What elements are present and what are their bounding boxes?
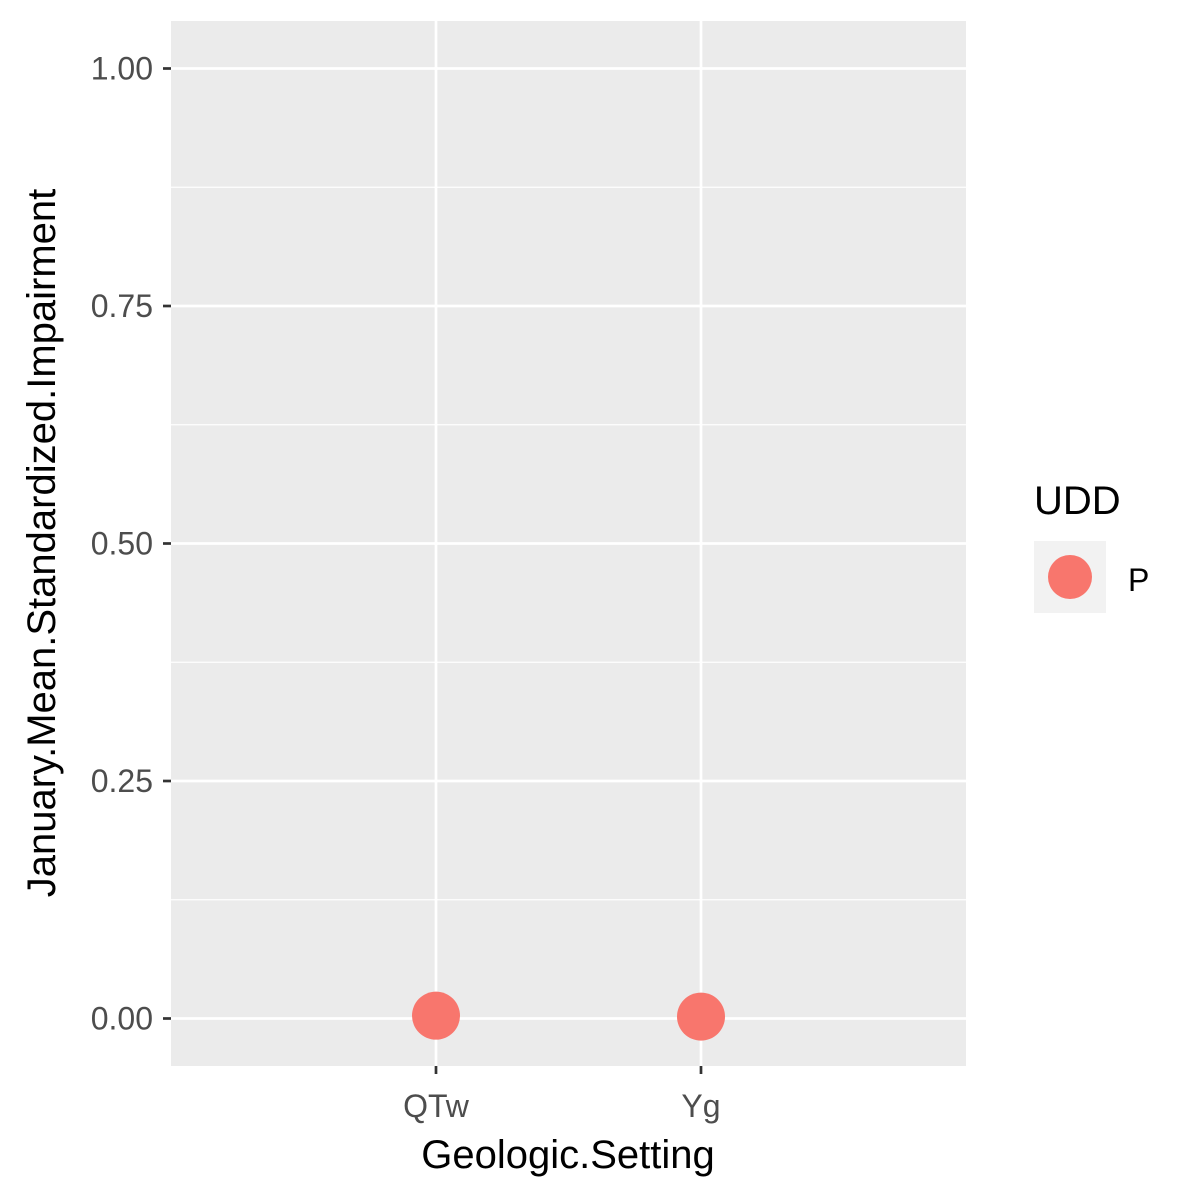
- grid-major: [171, 21, 966, 1066]
- y-tick-label: 0.25: [91, 763, 153, 799]
- y-tick-label: 1.00: [91, 51, 153, 87]
- y-tick-label: 0.00: [91, 1001, 153, 1037]
- grid-minor: [171, 186, 966, 901]
- legend-key-marker: [1048, 555, 1092, 599]
- y-tick-label: 0.50: [91, 526, 153, 562]
- legend-label: P: [1128, 562, 1149, 598]
- x-axis: QTw Yg: [403, 1066, 721, 1124]
- data-points: [412, 991, 725, 1041]
- y-axis-title: January.Mean.Standardized.Impairment: [20, 189, 64, 898]
- legend: UDD P: [1034, 479, 1149, 613]
- y-tick-label: 0.75: [91, 288, 153, 324]
- x-tick-label: QTw: [403, 1088, 470, 1124]
- data-point: [412, 991, 460, 1040]
- data-point: [677, 992, 725, 1041]
- legend-title: UDD: [1034, 479, 1121, 523]
- y-axis: 0.00 0.25 0.50 0.75 1.00: [91, 51, 171, 1037]
- x-axis-title: Geologic.Setting: [421, 1133, 715, 1177]
- x-tick-label: Yg: [681, 1088, 720, 1124]
